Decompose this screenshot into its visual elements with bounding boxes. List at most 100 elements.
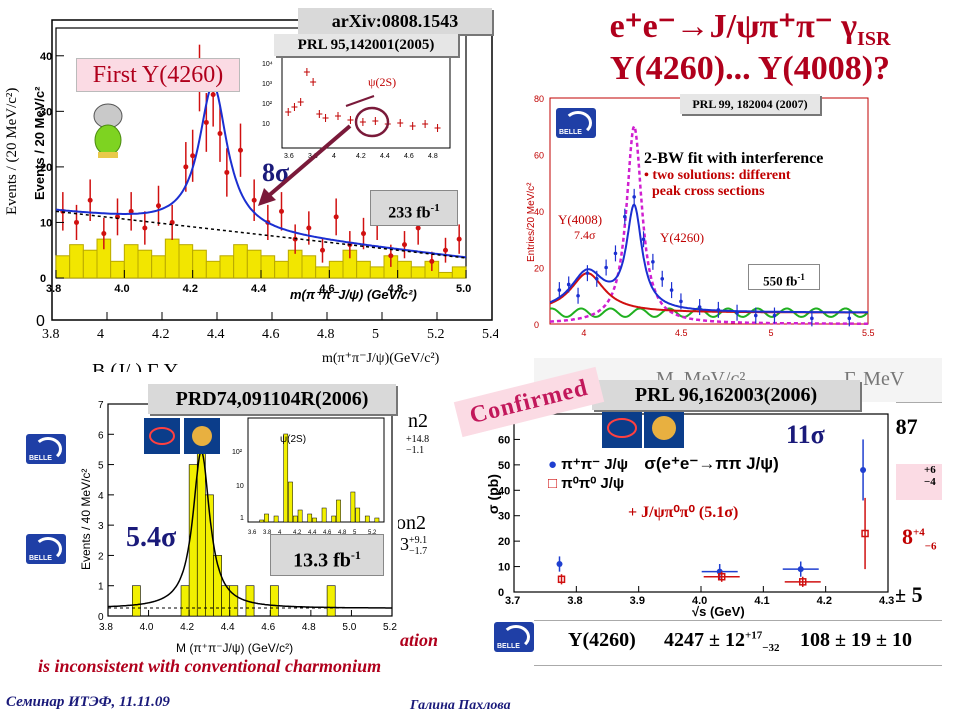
cleo-xsec-xlabel: √s (GeV) (692, 604, 745, 619)
belle-y-tick: 40 (534, 207, 544, 217)
cleo-inset-bar (292, 515, 298, 523)
cleo-mass-lumi: 13.3 fb-1 (271, 535, 383, 581)
cleo-xsec-x-tick: 4.3 (879, 595, 894, 607)
cesr-cleo-logo-icon (602, 408, 684, 448)
table-y4260-mass-sup: +17 (744, 629, 763, 642)
babar-data-point (210, 92, 216, 98)
cleo-xsec-point-red (717, 572, 726, 581)
belle-x-tick: 4 (581, 328, 586, 338)
slide-title-line1: e⁺e⁻→J/ψπ⁺π⁻ γISR (540, 6, 960, 51)
cleo-inset-bar (283, 433, 289, 523)
belle-data-point (632, 195, 636, 199)
cleo-inset-x-tick: 4.2 (293, 530, 302, 536)
babar-first-label-box: First Y(4260) (76, 58, 240, 92)
babar-x-tick: 4.4 (251, 283, 267, 295)
babar-data-point (156, 203, 161, 209)
belle-data-point (594, 277, 599, 281)
babar-outer-x-tick: 4 (97, 327, 104, 342)
cleo-mass-bar (132, 585, 141, 617)
cleo-inset-x-tick: 3.8 (263, 530, 272, 536)
table-r2: +6 −4 (924, 464, 936, 488)
cleo-inset-x-tick: 4 (278, 530, 282, 536)
title-isr-sub: ISR (857, 27, 891, 50)
babar-panel: 3.8 4 4.2 4.4 4.6 4.8 5 5.2 5.4 Events / (20 MeV… (0, 0, 498, 372)
cleo-mass-x-tick: 4.0 (140, 622, 154, 633)
cleo-xsec-ref: PRL 96,162003(2006) (592, 380, 860, 410)
cleo-mass-lumi-box: 13.3 fb-1 (270, 534, 384, 576)
babar-x-tick: 4.0 (114, 283, 129, 295)
cleo-xsec-x-tick: 3.8 (567, 595, 582, 607)
babar-outer-x-tick: 5.2 (427, 327, 445, 342)
belle-data-point (697, 305, 702, 309)
cleo-xsec-y-tick: 50 (498, 460, 510, 472)
inset-tick-1e2: 10² (262, 101, 273, 108)
title-reaction: e⁺e⁻→J/ψπ⁺π⁻ γ (609, 8, 858, 45)
babar-y-tick: 0 (40, 273, 46, 285)
cleo-inset-bar (273, 515, 279, 523)
babar-outer-x-tick: 4.8 (317, 327, 335, 342)
cleo-mass-y-tick: 7 (98, 400, 104, 411)
babar-data-point (190, 153, 196, 159)
belle-logo-text: BELLE (559, 129, 582, 136)
babar-sideband-bar (369, 266, 385, 279)
babar-data-point (456, 236, 462, 242)
babar-sideband-bar (205, 260, 221, 279)
cleo-mass-y-tick: 5 (98, 461, 104, 472)
belle-data-point (623, 214, 627, 219)
babar-sideband-bar (246, 249, 262, 279)
cleo-mass-bar (229, 585, 239, 617)
belle-data-point (641, 237, 646, 242)
table-r3: 8+4−6 (902, 524, 937, 552)
babar-data-point (333, 214, 339, 220)
babar-sideband-bar (315, 266, 330, 279)
babar-sideband-bar (69, 244, 84, 279)
cleo-inset-x-tick: 4.4 (308, 530, 317, 536)
belle-logo-row2-icon: BELLE (26, 534, 66, 564)
bottom-text-fragment: ation (400, 630, 439, 650)
babar-inner-ylabel: Events / 20 MeV/c² (32, 86, 47, 200)
belle-data-point (772, 313, 777, 318)
elephant-icon (93, 103, 123, 158)
babar-sideband-bar (356, 260, 371, 279)
cleo-xsec-y-tick: 40 (498, 485, 510, 497)
table-r3-value: 8 (902, 524, 913, 549)
babar-sideband-bar (397, 260, 412, 279)
belle-x-tick: 5 (768, 328, 773, 338)
belle-logo-row3-icon: BELLE (494, 622, 534, 652)
babar-data-point (279, 208, 284, 214)
cleo-mass-bar (326, 585, 336, 617)
belle-x-tick: 4.5 (675, 328, 688, 338)
cleo-inset-bar (350, 491, 356, 523)
cleo-mass-panel: 3.8 4.0 4.2 4.4 4.6 4.8 5.0 5.2 0 1 2 3 4 5 6 7 Events … (68, 400, 398, 660)
babar-sideband-bar (82, 249, 98, 279)
babar-outer-x-tick: 4.4 (207, 327, 225, 342)
cleo-mass-x-tick: 4.2 (180, 622, 194, 633)
table-r2-sup: +6 (924, 464, 936, 476)
babar-ref-arxiv: arXiv:0808.1543 (298, 8, 492, 34)
blue-dot-icon: ● (548, 456, 558, 473)
babar-outer-chart: 3.8 4 4.2 4.4 4.6 4.8 5 5.2 5.4 Events / (20 MeV… (4, 19, 498, 366)
belle-logo-row3-text: BELLE (497, 643, 520, 650)
babar-x-tick: 4.2 (183, 283, 198, 295)
table-r3-sup: +4 (913, 526, 925, 539)
babar-outer-ylabel: Events / (20 MeV/c²) (4, 88, 20, 215)
babar-data-point (183, 164, 189, 170)
cleo-mass-y-tick: 0 (98, 612, 104, 623)
cleo-mass-chart: 3.8 4.0 4.2 4.4 4.6 4.8 5.0 5.2 0 1 2 3 4 5 6 7 Events … (79, 400, 397, 655)
babar-sideband-bar (274, 260, 289, 279)
belle-data-point (735, 310, 739, 315)
cleo-mass-y-tick: 4 (98, 491, 104, 502)
babar-data-point (101, 231, 107, 237)
babar-data-point (224, 169, 230, 175)
babar-y-tick: 20 (40, 162, 52, 174)
cleo-frag-on2: on2 (396, 512, 426, 534)
babar-sideband-bar (55, 255, 71, 279)
babar-inset-chart: ψ(2S) 10⁴ 10³ 10² 10 3.63.844.24.44.64.8 (262, 55, 451, 160)
table-y4260-mass: 4247 ± 12+17−32 (664, 629, 780, 654)
cleo-inset-x-tick: 4.8 (338, 530, 347, 536)
belle-data-point (613, 251, 618, 256)
cleo-legend1: π⁺π⁻ J/ψ (561, 456, 629, 473)
inset-tick-1e4: 10⁴ (262, 61, 273, 68)
cleo-mass-lumi-sup: -1 (350, 548, 361, 562)
babar-y-tick: 30 (40, 106, 52, 118)
